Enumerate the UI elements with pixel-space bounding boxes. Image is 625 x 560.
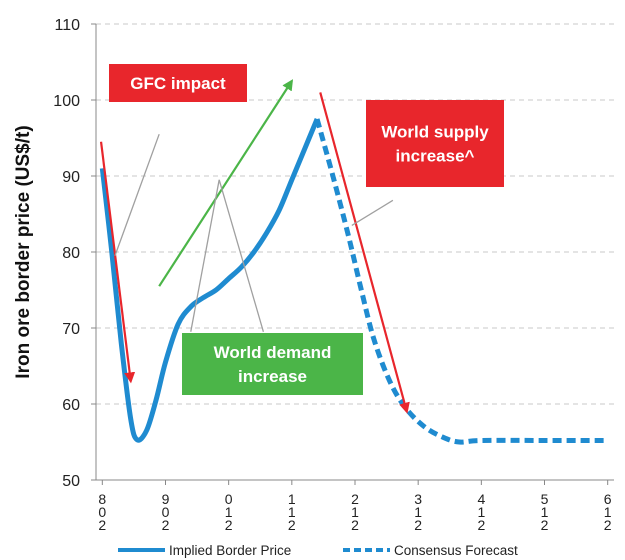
x-tick-label-char: 2 — [541, 517, 549, 533]
y-tick-label: 110 — [54, 17, 80, 34]
demand-leader-line — [190, 179, 220, 332]
x-tick-label-char: 4 — [477, 491, 485, 507]
x-tick-label-char: 1 — [477, 504, 485, 520]
x-tick-label-char: 2 — [98, 517, 106, 533]
x-tick-label-char: 0 — [225, 491, 233, 507]
gfc-callout-text: GFC impact — [130, 74, 226, 93]
x-tick-labels: 802902012112212312412512612712812912022 — [98, 480, 612, 533]
y-tick-labels: 50 60 70 80 90 100 110 — [53, 17, 96, 490]
annotation-layer: GFC impact World demand increase World supp… — [99, 64, 504, 414]
x-tick-label-char: 0 — [162, 504, 170, 520]
x-tick-label-char: 1 — [541, 504, 549, 520]
x-tick-label-char: 1 — [288, 491, 296, 507]
x-tick-label-char: 9 — [162, 491, 170, 507]
x-tick-label-char: 1 — [225, 504, 233, 520]
x-tick-label-char: 1 — [351, 504, 359, 520]
supply-arrow — [319, 92, 410, 414]
y-tick-label: 90 — [62, 169, 80, 186]
supply-callout-text: increase^ — [396, 147, 475, 166]
x-tick-label-char: 6 — [604, 491, 612, 507]
x-tick-label-char: 2 — [288, 517, 296, 533]
x-tick-label-char: 3 — [414, 491, 422, 507]
x-tick-label-char: 2 — [351, 491, 359, 507]
demand-callout-text: World demand — [214, 343, 332, 362]
demand-leader-line — [218, 179, 265, 332]
y-tick-label: 70 — [62, 321, 80, 338]
x-tick-label-char: 1 — [414, 504, 422, 520]
x-tick-label-char: 2 — [604, 517, 612, 533]
x-tick-label-char: 2 — [351, 517, 359, 533]
x-tick-label-char: 2 — [225, 517, 233, 533]
supply-callout-text: World supply — [381, 123, 489, 142]
y-tick-label: 100 — [53, 93, 80, 110]
y-tick-label: 50 — [62, 473, 80, 490]
legend-label: Implied Border Price — [169, 543, 291, 558]
x-tick-label-char: 0 — [98, 504, 106, 520]
x-tick-label-char: 2 — [414, 517, 422, 533]
x-tick-label-char: 1 — [604, 504, 612, 520]
demand-callout-box — [182, 333, 363, 395]
demand-callout-text: increase — [238, 367, 307, 386]
gfc-leader-line — [114, 133, 160, 257]
supply-callout-box — [366, 100, 504, 187]
x-tick-label-char: 2 — [477, 517, 485, 533]
supply-leader-line — [351, 199, 394, 226]
gfc-callout-box — [109, 64, 247, 102]
demand-arrow — [158, 79, 294, 287]
series-line-implied-border-price — [99, 118, 320, 443]
y-tick-label: 60 — [62, 397, 80, 414]
y-tick-label: 80 — [62, 245, 80, 262]
series-layer — [99, 118, 608, 445]
y-axis-label: Iron ore border price (US$/t) — [13, 125, 34, 378]
legend: Implied Border Price Consensus Forecast — [118, 543, 518, 558]
legend-label: Consensus Forecast — [394, 543, 518, 558]
x-tick-label-char: 2 — [162, 517, 170, 533]
x-tick-label-char: 5 — [541, 491, 549, 507]
x-tick-label-char: 8 — [98, 491, 106, 507]
x-tick-label-char: 1 — [288, 504, 296, 520]
gfc-arrow — [99, 141, 136, 384]
